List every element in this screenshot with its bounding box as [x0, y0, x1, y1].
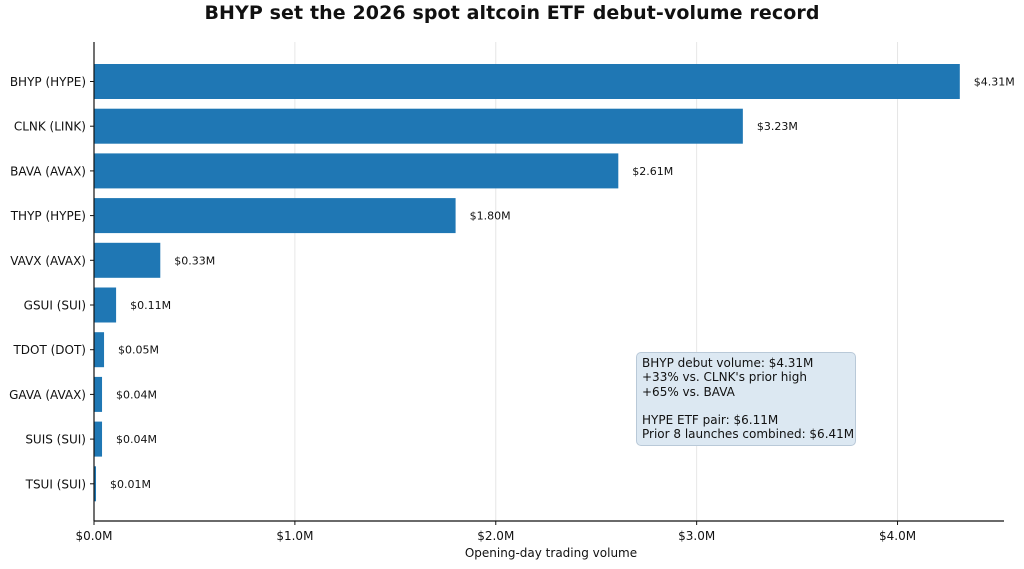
- bar-value-label: $0.04M: [116, 433, 157, 446]
- annotation-line: Prior 8 launches combined: $6.41M: [642, 427, 855, 442]
- x-tick-label: $4.0M: [879, 529, 916, 543]
- bar: [94, 242, 161, 278]
- x-tick-label: $3.0M: [678, 529, 715, 543]
- y-tick-label: SUIS (SUI): [25, 433, 86, 447]
- bar: [94, 64, 960, 99]
- bar: [94, 153, 619, 189]
- annotation-box: BHYP debut volume: $4.31M +33% vs. CLNK'…: [636, 352, 856, 446]
- x-tick-label: $0.0M: [75, 529, 112, 543]
- y-tick-label: TSUI (SUI): [25, 477, 86, 491]
- y-tick-label: TDOT (DOT): [12, 343, 86, 357]
- bar: [94, 376, 103, 412]
- annotation-line: [642, 399, 850, 413]
- y-tick-label: CLNK (LINK): [14, 120, 86, 134]
- bar: [94, 287, 117, 323]
- chart-title: BHYP set the 2026 spot altcoin ETF debut…: [204, 2, 820, 24]
- y-tick-label: THYP (HYPE): [10, 209, 86, 223]
- y-tick-label: BHYP (HYPE): [10, 75, 86, 89]
- x-axis-label: Opening-day trading volume: [465, 546, 637, 560]
- bar-value-label: $2.61M: [632, 165, 673, 178]
- annotation-line: BHYP debut volume: $4.31M: [642, 356, 814, 370]
- bar: [94, 466, 97, 502]
- bar-value-label: $0.05M: [118, 344, 159, 357]
- annotation-line: +65% vs. BAVA: [642, 384, 735, 399]
- y-tick-label: VAVX (AVAX): [10, 254, 86, 268]
- bar-value-label: $0.04M: [116, 388, 157, 401]
- bar: [94, 108, 743, 144]
- bar: [94, 198, 456, 234]
- bar-value-label: $0.33M: [174, 254, 215, 267]
- bar: [94, 421, 103, 457]
- y-tick-label: GAVA (AVAX): [9, 388, 86, 402]
- x-tick-label: $1.0M: [276, 529, 313, 543]
- bar-value-label: $3.23M: [757, 120, 798, 133]
- y-tick-label: GSUI (SUI): [24, 299, 86, 313]
- bar-value-label: $4.31M: [974, 76, 1015, 89]
- x-tick-label: $2.0M: [477, 529, 514, 543]
- annotation-line: HYPE ETF pair: $6.11M: [642, 413, 779, 428]
- bar-value-label: $0.01M: [110, 478, 151, 491]
- annotation-line: +33% vs. CLNK's prior high: [642, 370, 807, 385]
- y-tick-label: BAVA (AVAX): [10, 164, 86, 178]
- bar-value-label: $1.80M: [470, 210, 511, 223]
- bar-value-label: $0.11M: [130, 299, 171, 312]
- bar: [94, 332, 105, 368]
